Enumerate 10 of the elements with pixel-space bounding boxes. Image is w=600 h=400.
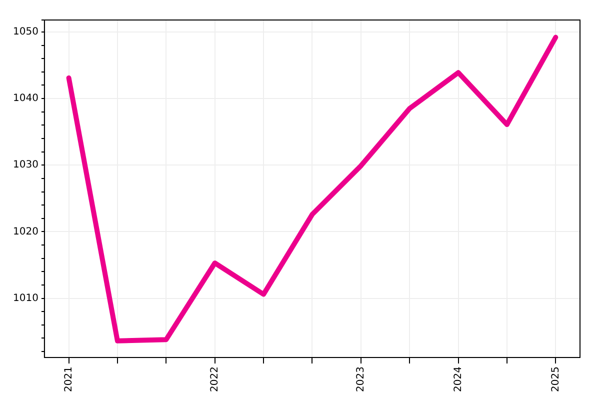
x-tick-label: 2024 [452, 366, 464, 392]
y-tick-label: 1040 [12, 93, 38, 104]
x-tick-label: 2025 [550, 366, 562, 392]
y-tick-label: 1010 [12, 292, 38, 304]
y-tick-label: 1030 [12, 160, 38, 171]
x-tick-label: 2022 [209, 366, 220, 392]
x-tick-label: 2021 [63, 366, 74, 392]
y-tick-label: 1050 [12, 26, 38, 38]
y-tick-label: 1020 [12, 226, 38, 238]
x-tick-label: 2023 [356, 366, 367, 392]
